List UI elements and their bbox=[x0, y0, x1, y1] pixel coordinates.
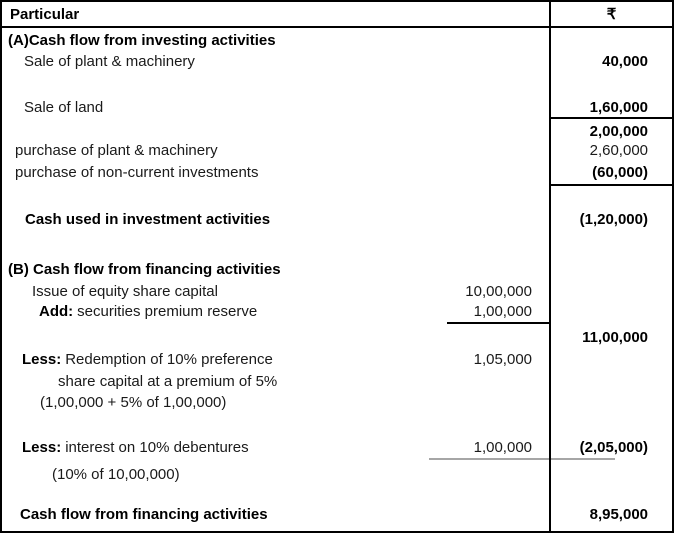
row-add-securities-premium: Add: securities premium reserve 1,00,000 bbox=[2, 300, 672, 322]
row-issue-equity-share-capital: Issue of equity share capital 10,00,000 bbox=[2, 280, 672, 302]
row-sale-plant-machinery: Sale of plant & machinery 40,000 bbox=[2, 50, 672, 72]
particular-cell: Sale of plant & machinery bbox=[24, 52, 195, 70]
particular-cell: (1,00,000 + 5% of 1,00,000) bbox=[40, 393, 227, 411]
row-cash-flow-financing-total: Cash flow from financing activities 8,95… bbox=[2, 502, 672, 526]
rule-under-financing-outflow bbox=[551, 458, 615, 460]
amount-cell: 11,00,000 bbox=[582, 328, 648, 346]
particular-cell: Less: interest on 10% debentures bbox=[22, 438, 249, 456]
row-share-capital-premium-note: share capital at a premium of 5% bbox=[2, 370, 672, 392]
row-interest-calculation-note: (10% of 10,00,000) bbox=[2, 463, 672, 485]
particular-cell: share capital at a premium of 5% bbox=[58, 372, 278, 390]
row-purchase-plant-machinery: purchase of plant & machinery 2,60,000 bbox=[2, 139, 672, 161]
amount-cell: (60,000) bbox=[592, 163, 648, 181]
particular-cell: Cash flow from financing activities bbox=[20, 505, 268, 523]
particular-cell: Less: Redemption of 10% preference bbox=[22, 350, 273, 368]
row-cash-used-investment: Cash used in investment activities (1,20… bbox=[2, 208, 672, 230]
particular-cell: (A)Cash flow from investing activities bbox=[8, 31, 276, 49]
detail-amount-cell: 1,00,000 bbox=[473, 438, 532, 456]
row-section-b-title: (B) Cash flow from financing activities bbox=[2, 258, 672, 280]
amount-cell: 1,60,000 bbox=[589, 98, 648, 116]
row-sale-of-land: Sale of land 1,60,000 bbox=[2, 96, 672, 118]
amount-cell: 40,000 bbox=[602, 52, 648, 70]
row-investing-subtotal: 2,00,000 bbox=[2, 120, 672, 142]
detail-amount-cell: 1,00,000 bbox=[473, 302, 532, 320]
particular-cell: (10% of 10,00,000) bbox=[52, 465, 180, 483]
row-purchase-non-current-investments: purchase of non-current investments (60,… bbox=[2, 161, 672, 183]
particular-cell: (B) Cash flow from financing activities bbox=[8, 260, 281, 278]
particular-cell: Add: securities premium reserve bbox=[39, 302, 258, 320]
particular-cell: Issue of equity share capital bbox=[32, 282, 218, 300]
rule-under-purchase-investments bbox=[549, 184, 672, 186]
header-rupee-symbol: ₹ bbox=[606, 6, 617, 23]
detail-amount-cell: 1,05,000 bbox=[473, 350, 532, 368]
particular-cell: purchase of plant & machinery bbox=[15, 141, 218, 159]
particular-cell: purchase of non-current investments bbox=[15, 163, 259, 181]
rule-under-sale-of-land bbox=[549, 117, 672, 119]
row-financing-subtotal: 11,00,000 bbox=[2, 326, 672, 348]
particular-cell: Cash used in investment activities bbox=[25, 210, 271, 228]
header-particular: Particular bbox=[10, 5, 80, 23]
amount-cell: (2,05,000) bbox=[579, 438, 648, 456]
amount-cell: 8,95,000 bbox=[589, 505, 648, 523]
row-less-interest-debentures: Less: interest on 10% debentures 1,00,000… bbox=[2, 436, 672, 458]
rule-under-add-securities-premium bbox=[447, 322, 549, 324]
amount-cell: 2,00,000 bbox=[589, 122, 648, 140]
table-header-row: Particular ₹ bbox=[2, 2, 672, 28]
row-section-a-title: (A)Cash flow from investing activities bbox=[2, 29, 672, 51]
rule-under-interest-detail bbox=[429, 458, 549, 460]
amount-cell: (1,20,000) bbox=[579, 210, 648, 228]
particular-cell: Sale of land bbox=[24, 98, 104, 116]
amount-cell: 2,60,000 bbox=[589, 141, 648, 159]
detail-amount-cell: 10,00,000 bbox=[465, 282, 532, 300]
row-redemption-calculation-note: (1,00,000 + 5% of 1,00,000) bbox=[2, 391, 672, 413]
amount-column-divider bbox=[549, 2, 551, 531]
row-less-redemption-preference: Less: Redemption of 10% preference 1,05,0… bbox=[2, 348, 672, 370]
